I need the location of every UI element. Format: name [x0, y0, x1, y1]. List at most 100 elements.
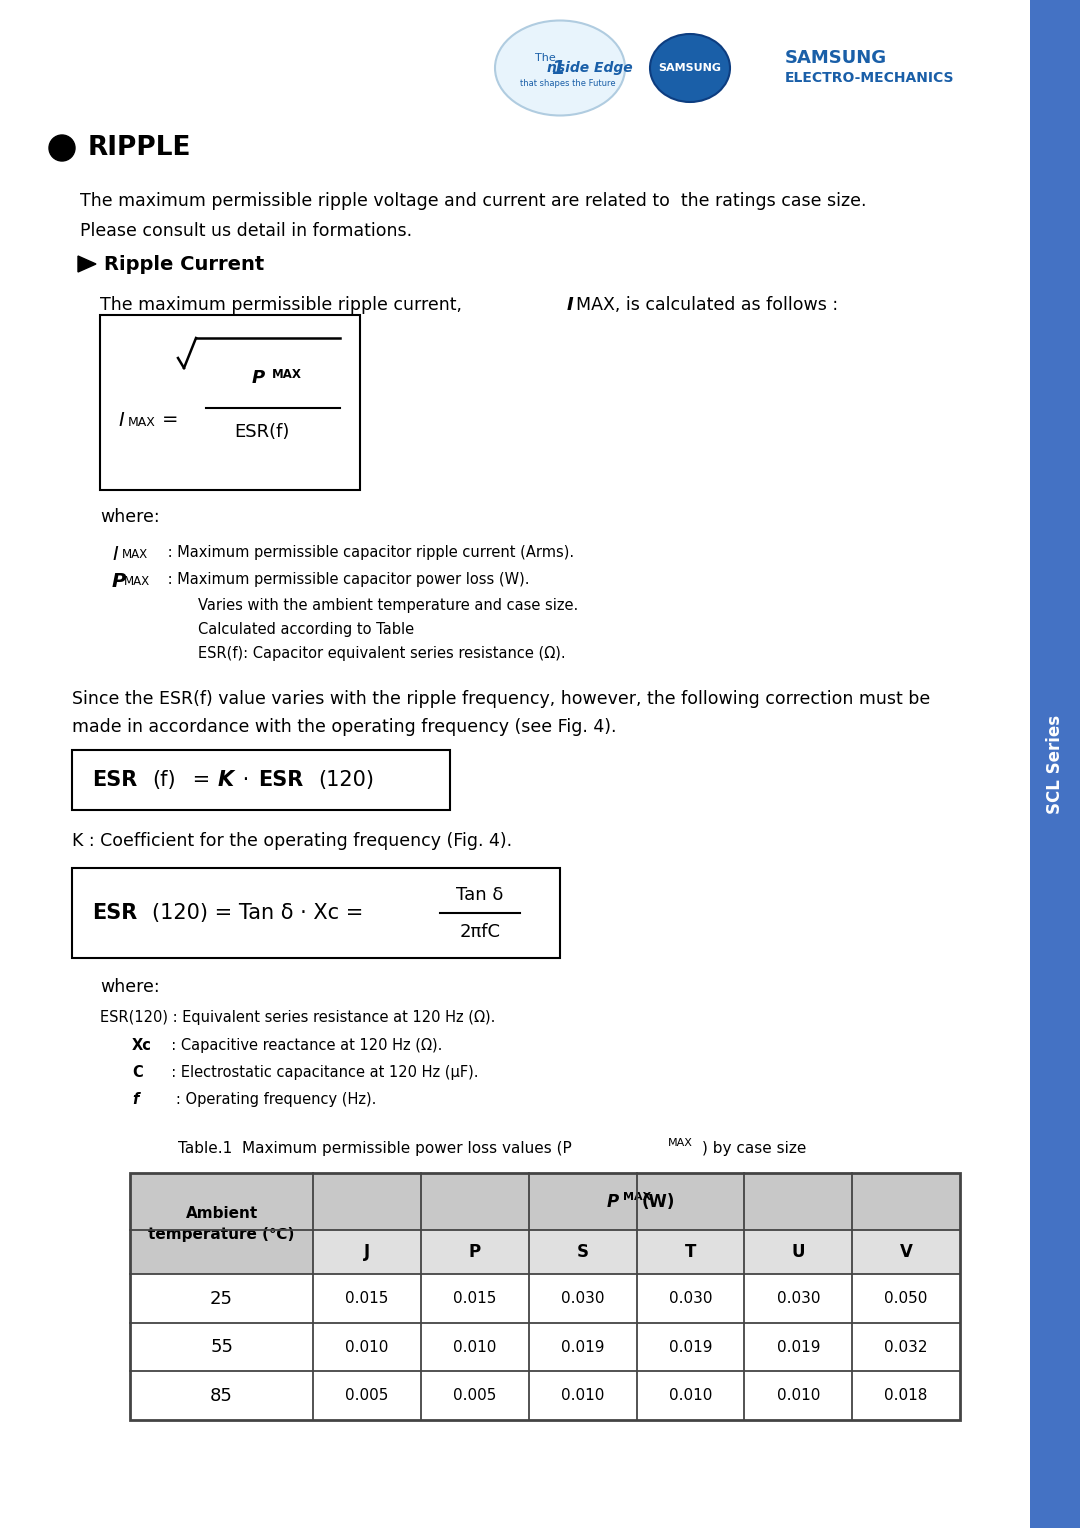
Text: ESR: ESR — [92, 903, 137, 923]
Text: P: P — [252, 368, 265, 387]
Ellipse shape — [495, 20, 625, 116]
Bar — [744, 1230, 852, 1274]
Text: nside Edge: nside Edge — [548, 61, 633, 75]
Bar — [130, 1174, 960, 1230]
Text: RIPPLE: RIPPLE — [87, 134, 191, 160]
Text: Tan δ: Tan δ — [457, 886, 503, 905]
Text: Ambient
temperature (℃): Ambient temperature (℃) — [148, 1206, 295, 1242]
Text: where:: where: — [100, 978, 160, 996]
Text: made in accordance with the operating frequency (see Fig. 4).: made in accordance with the operating fr… — [72, 718, 617, 736]
Text: ) by case size: ) by case size — [702, 1140, 807, 1155]
Text: 0.010: 0.010 — [561, 1389, 605, 1403]
Text: ELECTRO-MECHANICS: ELECTRO-MECHANICS — [785, 70, 955, 86]
Text: : Capacitive reactance at 120 Hz (Ω).: : Capacitive reactance at 120 Hz (Ω). — [162, 1038, 443, 1053]
Circle shape — [49, 134, 75, 160]
Text: 0.010: 0.010 — [777, 1389, 820, 1403]
Text: U: U — [792, 1244, 805, 1262]
Text: The maximum permissible ripple voltage and current are related to  the ratings c: The maximum permissible ripple voltage a… — [80, 193, 866, 209]
Text: 0.030: 0.030 — [561, 1291, 605, 1306]
Text: Since the ESR(f) value varies with the ripple frequency, however, the following : Since the ESR(f) value varies with the r… — [72, 691, 930, 707]
Text: 0.019: 0.019 — [777, 1340, 820, 1355]
Bar — [1030, 0, 1080, 1528]
Bar — [130, 1174, 313, 1274]
Text: P: P — [469, 1244, 481, 1262]
Text: (W): (W) — [642, 1193, 675, 1210]
Text: MAX: MAX — [129, 417, 156, 429]
Text: that shapes the Future: that shapes the Future — [521, 79, 616, 89]
Text: 0.032: 0.032 — [885, 1340, 928, 1355]
Text: S: S — [577, 1244, 589, 1262]
Text: : Maximum permissible capacitor power loss (W).: : Maximum permissible capacitor power lo… — [163, 571, 529, 587]
Text: 0.005: 0.005 — [454, 1389, 497, 1403]
Text: MAX: MAX — [124, 575, 150, 588]
Polygon shape — [78, 257, 96, 272]
Text: I: I — [118, 411, 124, 429]
Bar — [421, 1230, 529, 1274]
Bar — [100, 315, 360, 490]
Bar — [130, 1230, 313, 1274]
Text: where:: where: — [100, 507, 160, 526]
Ellipse shape — [650, 34, 730, 102]
Bar — [852, 1230, 960, 1274]
Text: SCL Series: SCL Series — [1047, 715, 1064, 813]
Text: P: P — [607, 1193, 619, 1210]
Text: SAMSUNG: SAMSUNG — [659, 63, 721, 73]
Text: V: V — [900, 1244, 913, 1262]
Text: K : Coefficient for the operating frequency (Fig. 4).: K : Coefficient for the operating freque… — [72, 833, 512, 850]
Text: Table.1  Maximum permissible power loss values (P: Table.1 Maximum permissible power loss v… — [178, 1140, 571, 1155]
Text: ESR(f): ESR(f) — [234, 423, 289, 442]
Bar — [72, 750, 450, 810]
Text: The maximum permissible ripple current,: The maximum permissible ripple current, — [100, 296, 468, 313]
Text: 0.019: 0.019 — [561, 1340, 605, 1355]
Text: 0.010: 0.010 — [346, 1340, 389, 1355]
Text: =: = — [162, 411, 178, 429]
Text: Varies with the ambient temperature and case size.: Varies with the ambient temperature and … — [198, 597, 578, 613]
Text: SAMSUNG: SAMSUNG — [785, 49, 887, 67]
Text: 55: 55 — [211, 1339, 233, 1357]
Text: MAX, is calculated as follows :: MAX, is calculated as follows : — [576, 296, 838, 313]
Text: J: J — [364, 1244, 370, 1262]
Bar — [72, 868, 561, 958]
Text: ·: · — [237, 770, 256, 790]
Text: 0.019: 0.019 — [669, 1340, 713, 1355]
Text: T: T — [685, 1244, 697, 1262]
Text: ESR(f): Capacitor equivalent series resistance (Ω).: ESR(f): Capacitor equivalent series resi… — [198, 646, 566, 662]
Text: 0.018: 0.018 — [885, 1389, 928, 1403]
Text: 0.030: 0.030 — [669, 1291, 713, 1306]
Text: I: I — [567, 296, 573, 313]
Text: 0.010: 0.010 — [454, 1340, 497, 1355]
Text: 2πfC: 2πfC — [459, 923, 500, 941]
Text: : Operating frequency (Hz).: : Operating frequency (Hz). — [162, 1093, 376, 1106]
Text: 0.005: 0.005 — [346, 1389, 389, 1403]
Text: (f): (f) — [152, 770, 176, 790]
Text: f: f — [132, 1093, 138, 1106]
Text: 0.010: 0.010 — [669, 1389, 712, 1403]
Text: 0.050: 0.050 — [885, 1291, 928, 1306]
Text: ESR: ESR — [92, 770, 137, 790]
Text: 0.030: 0.030 — [777, 1291, 820, 1306]
Text: ESR(120) : Equivalent series resistance at 120 Hz (Ω).: ESR(120) : Equivalent series resistance … — [100, 1010, 496, 1025]
Bar — [130, 1174, 960, 1420]
Text: 25: 25 — [211, 1290, 233, 1308]
Text: Ripple Current: Ripple Current — [104, 255, 265, 274]
Bar — [636, 1230, 744, 1274]
Text: : Electrostatic capacitance at 120 Hz (μF).: : Electrostatic capacitance at 120 Hz (μ… — [162, 1065, 478, 1080]
Text: ESR: ESR — [258, 770, 303, 790]
Text: K: K — [218, 770, 234, 790]
Text: 0.015: 0.015 — [454, 1291, 497, 1306]
Text: C: C — [132, 1065, 143, 1080]
Text: MAX: MAX — [669, 1138, 693, 1148]
Text: I: I — [112, 545, 118, 564]
Text: P: P — [112, 571, 126, 591]
Text: 1: 1 — [551, 58, 565, 78]
Text: MAX: MAX — [122, 549, 148, 561]
Text: MAX: MAX — [623, 1192, 651, 1201]
Bar — [529, 1230, 636, 1274]
Text: 85: 85 — [211, 1387, 233, 1404]
Text: Xc: Xc — [132, 1038, 152, 1053]
Bar — [313, 1230, 421, 1274]
Text: =: = — [186, 770, 217, 790]
Text: Calculated according to Table: Calculated according to Table — [198, 622, 414, 637]
Text: (120) = Tan δ · Xc =: (120) = Tan δ · Xc = — [152, 903, 370, 923]
Text: MAX: MAX — [272, 368, 302, 380]
